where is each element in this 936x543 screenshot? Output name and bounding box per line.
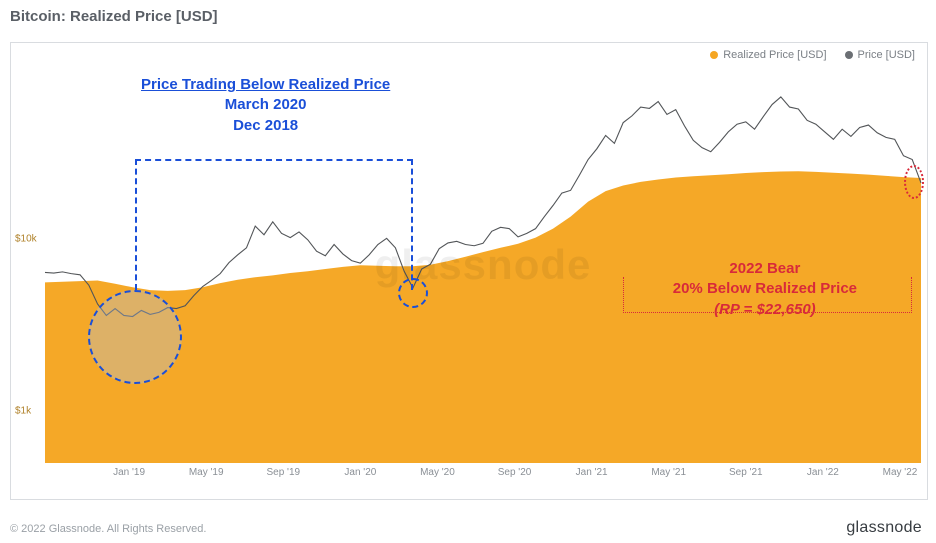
chart-frame: Realized Price [USD] Price [USD] glassno… — [10, 42, 928, 500]
legend: Realized Price [USD] Price [USD] — [710, 49, 915, 61]
circle2018 — [88, 290, 182, 384]
anno-red-line2: 20% Below Realized Price — [673, 279, 857, 299]
legend-label-realized: Realized Price [USD] — [723, 49, 826, 61]
circle2022 — [904, 165, 924, 199]
legend-dot-realized — [710, 51, 718, 59]
y-tick: $10k — [15, 234, 37, 245]
x-tick: Jan '20 — [344, 467, 376, 478]
legend-dot-price — [845, 51, 853, 59]
legend-item-realized: Realized Price [USD] — [710, 49, 826, 61]
page-title: Bitcoin: Realized Price [USD] — [10, 8, 218, 25]
anno-blue-title: Price Trading Below Realized Price — [141, 75, 390, 95]
anno-blue-line2: March 2020 — [141, 95, 390, 115]
blue-bracket — [135, 159, 413, 290]
x-tick: May '19 — [189, 467, 224, 478]
x-tick: May '21 — [651, 467, 686, 478]
x-tick: Sep '19 — [266, 467, 300, 478]
x-tick: Sep '21 — [729, 467, 763, 478]
anno-blue-line3: Dec 2018 — [141, 116, 390, 136]
annotation-red: 2022 Bear 20% Below Realized Price (RP =… — [673, 259, 857, 320]
x-tick: Jan '19 — [113, 467, 145, 478]
anno-red-line1: 2022 Bear — [673, 259, 857, 279]
x-tick: Sep '20 — [498, 467, 532, 478]
x-axis: Jan '19 May '19 Sep '19 Jan '20 May '20 Sep '… — [45, 467, 921, 485]
footer-copyright: © 2022 Glassnode. All Rights Reserved. — [10, 523, 206, 535]
anno-red-line3: (RP = $22,650) — [673, 300, 857, 320]
brand-logo: glassnode — [846, 519, 922, 537]
annotation-blue: Price Trading Below Realized Price March… — [141, 75, 390, 136]
legend-label-price: Price [USD] — [858, 49, 915, 61]
x-tick: Jan '21 — [576, 467, 608, 478]
x-tick: May '22 — [883, 467, 918, 478]
y-tick: $1k — [15, 406, 31, 417]
x-tick: May '20 — [420, 467, 455, 478]
x-tick: Jan '22 — [807, 467, 839, 478]
legend-item-price: Price [USD] — [845, 49, 915, 61]
